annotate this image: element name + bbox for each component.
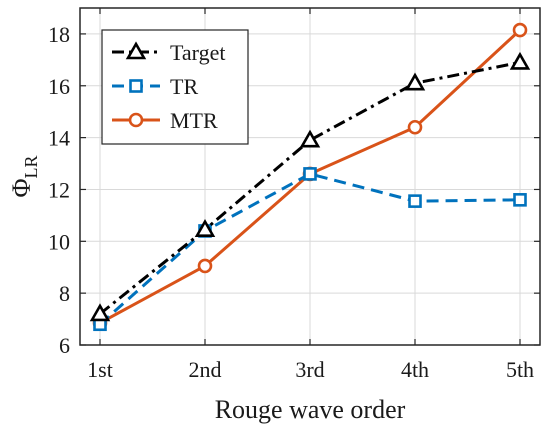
series-line-target <box>99 60 521 316</box>
x-tick-label: 1st <box>87 357 113 382</box>
y-axis-title-subscript: LR <box>21 155 41 178</box>
data-point-mtr <box>197 258 213 274</box>
legend-item-target: Target <box>112 40 225 65</box>
data-point-target <box>299 129 321 148</box>
data-point-mtr <box>512 22 528 38</box>
legend-item-mtr: MTR <box>112 108 218 133</box>
legend-marker-mtr <box>128 112 144 128</box>
y-tick-label: 6 <box>59 333 70 358</box>
data-point-mtr <box>407 119 423 135</box>
x-tick-label: 3rd <box>295 357 324 382</box>
y-axis-title: ΦLR <box>7 155 41 197</box>
x-tick-label: 4th <box>401 357 429 382</box>
y-tick-label: 16 <box>48 74 70 99</box>
y-tick-label: 18 <box>48 22 70 47</box>
y-axis-title-main: Φ <box>7 179 36 198</box>
x-tick-label: 2nd <box>189 357 222 382</box>
series-lines <box>89 22 531 332</box>
legend-marker-target <box>125 41 147 60</box>
legend: Target TR MTR <box>101 29 249 145</box>
legend-box <box>101 29 249 145</box>
legend-marker-tr <box>129 79 143 93</box>
data-point-target <box>404 72 426 91</box>
y-tick-label: 12 <box>48 177 70 202</box>
legend-label-mtr: MTR <box>170 108 218 133</box>
data-point-target <box>194 219 216 237</box>
data-point-target <box>509 51 531 70</box>
y-tick-label: 8 <box>59 281 70 306</box>
y-tick-label: 10 <box>48 229 70 254</box>
data-point-tr <box>513 193 527 207</box>
legend-item-tr: TR <box>112 74 198 99</box>
series-line-tr <box>99 172 521 326</box>
legend-label-tr: TR <box>170 74 198 99</box>
data-point-tr <box>303 167 317 181</box>
data-point-tr <box>408 194 422 208</box>
x-axis-title: Rouge wave order <box>215 395 406 424</box>
legend-label-target: Target <box>170 40 225 65</box>
x-tick-label: 5th <box>506 357 534 382</box>
axis-ticks: 1st 2nd 3rd 4th 5th 6 8 10 12 14 16 18 <box>48 8 540 382</box>
data-point-target <box>89 303 111 322</box>
series-target <box>89 51 531 322</box>
y-tick-label: 14 <box>48 126 70 151</box>
